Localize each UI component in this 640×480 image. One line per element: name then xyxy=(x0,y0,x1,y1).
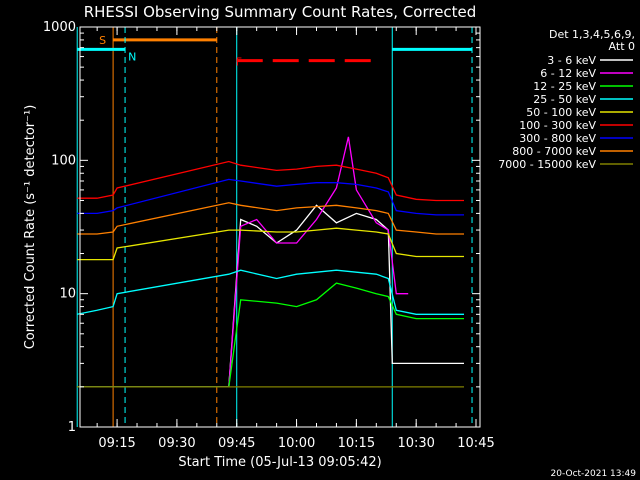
series-line xyxy=(77,136,409,388)
x-tick-label: 10:00 xyxy=(278,436,315,451)
y-tick-label: 1 xyxy=(68,420,76,435)
chart-title: RHESSI Observing Summary Count Rates, Co… xyxy=(84,3,477,21)
y-tick-label: 100 xyxy=(51,153,76,168)
legend-entry-label: 300 - 800 keV xyxy=(519,132,596,145)
x-tick-label: 09:30 xyxy=(158,436,195,451)
x-axis: 09:15 09:30 09:45 10:00 10:15 10:30 10:45 xyxy=(96,27,495,451)
series-line xyxy=(77,204,464,388)
series-line xyxy=(77,202,464,235)
legend-entry-label: 6 - 12 keV xyxy=(540,67,596,80)
annotation-label: S xyxy=(99,34,106,47)
legend-entry-label: 3 - 6 keV xyxy=(547,54,596,67)
x-tick-label: 10:30 xyxy=(397,436,434,451)
data-series xyxy=(77,136,464,388)
x-tick-label: 10:45 xyxy=(457,436,494,451)
legend-entry-label: 800 - 7000 keV xyxy=(512,145,596,158)
legend-header: Att 0 xyxy=(609,40,635,53)
legend-entry-label: 7000 - 15000 keV xyxy=(498,158,596,171)
series-line xyxy=(77,178,464,216)
annotation-label: F xyxy=(236,56,242,69)
y-tick-label: 1000 xyxy=(43,20,76,35)
y-tick-label: 10 xyxy=(59,287,76,302)
x-axis-label: Start Time (05-Jul-13 09:05:42) xyxy=(178,455,381,470)
y-axis-label: Corrected Count Rate (s⁻¹ detector⁻¹) xyxy=(23,105,38,350)
legend-header: Det 1,3,4,5,6,9, xyxy=(549,28,635,41)
plot-frame xyxy=(79,26,481,428)
series-line xyxy=(77,227,464,261)
annotation-label: N xyxy=(128,50,136,63)
series-line xyxy=(77,269,464,315)
x-tick-label: 09:45 xyxy=(218,436,255,451)
footer-date: 20-Oct-2021 13:49 xyxy=(551,469,637,479)
legend-entry-label: 25 - 50 keV xyxy=(533,93,596,106)
legend-entry-label: 12 - 25 keV xyxy=(533,80,596,93)
y-axis: 1 10 100 1000 xyxy=(43,20,480,435)
x-tick-label: 10:15 xyxy=(338,436,375,451)
series-line xyxy=(77,282,464,388)
observing-annotations: S N F xyxy=(76,27,473,427)
legend-entry-label: 100 - 300 keV xyxy=(519,119,596,132)
legend-entry-label: 50 - 100 keV xyxy=(526,106,596,119)
x-tick-label: 09:15 xyxy=(98,436,135,451)
series-line xyxy=(77,160,464,202)
